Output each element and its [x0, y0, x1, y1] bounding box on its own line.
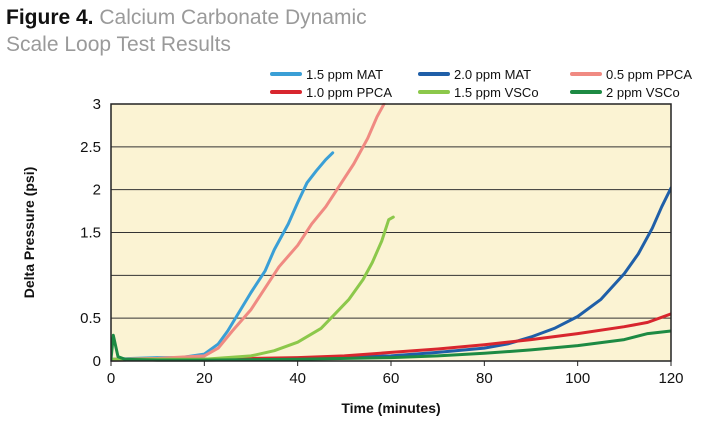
y-tick-label: 2.5: [80, 139, 101, 156]
x-axis-label: Time (minutes): [341, 400, 440, 416]
legend-label: 1.0 ppm PPCA: [306, 85, 392, 100]
y-axis-label: Delta Pressure (psi): [21, 167, 37, 299]
legend: 1.5 ppm MAT 2.0 ppm MAT 0.5 ppm PPCA 1.0 pp…: [270, 67, 692, 100]
y-tick-label: 1.5: [80, 225, 101, 242]
x-tick-label: 40: [289, 370, 306, 387]
series-line: [111, 312, 671, 362]
x-tick-label: 20: [196, 370, 213, 387]
figure-title-line-2: Scale Loop Test Results: [6, 33, 231, 56]
axis-ticks: 0 0.5 1.5 2 2.5 3 0 20 40 60 80 100 120: [80, 96, 683, 387]
figure-title-line-1: Calcium Carbonate Dynamic: [99, 6, 367, 29]
y-tick-label: 2: [93, 182, 101, 199]
series-line: [111, 215, 395, 361]
x-tick-label: 100: [565, 370, 590, 387]
series-line: [111, 103, 386, 361]
legend-label: 0.5 ppm PPCA: [606, 67, 692, 82]
y-tick-label: 3: [93, 96, 101, 113]
figure-title: Figure 4. Calcium Carbonate Dynamic Scal…: [6, 4, 526, 58]
legend-label: 1.5 ppm VSCo: [454, 85, 539, 100]
legend-label: 2.0 ppm MAT: [454, 67, 531, 82]
x-tick-label: 80: [476, 370, 493, 387]
figure-label: Figure 4.: [6, 6, 94, 29]
series-line: [111, 329, 671, 362]
y-tick-label: 0: [93, 353, 101, 370]
series-lines: [111, 103, 671, 362]
x-tick-label: 120: [658, 370, 683, 387]
legend-label: 2 ppm VSCo: [606, 85, 680, 100]
x-tick-label: 0: [107, 370, 115, 387]
y-tick-label: 0.5: [80, 310, 101, 327]
x-tick-label: 60: [383, 370, 400, 387]
legend-label: 1.5 ppm MAT: [306, 67, 383, 82]
